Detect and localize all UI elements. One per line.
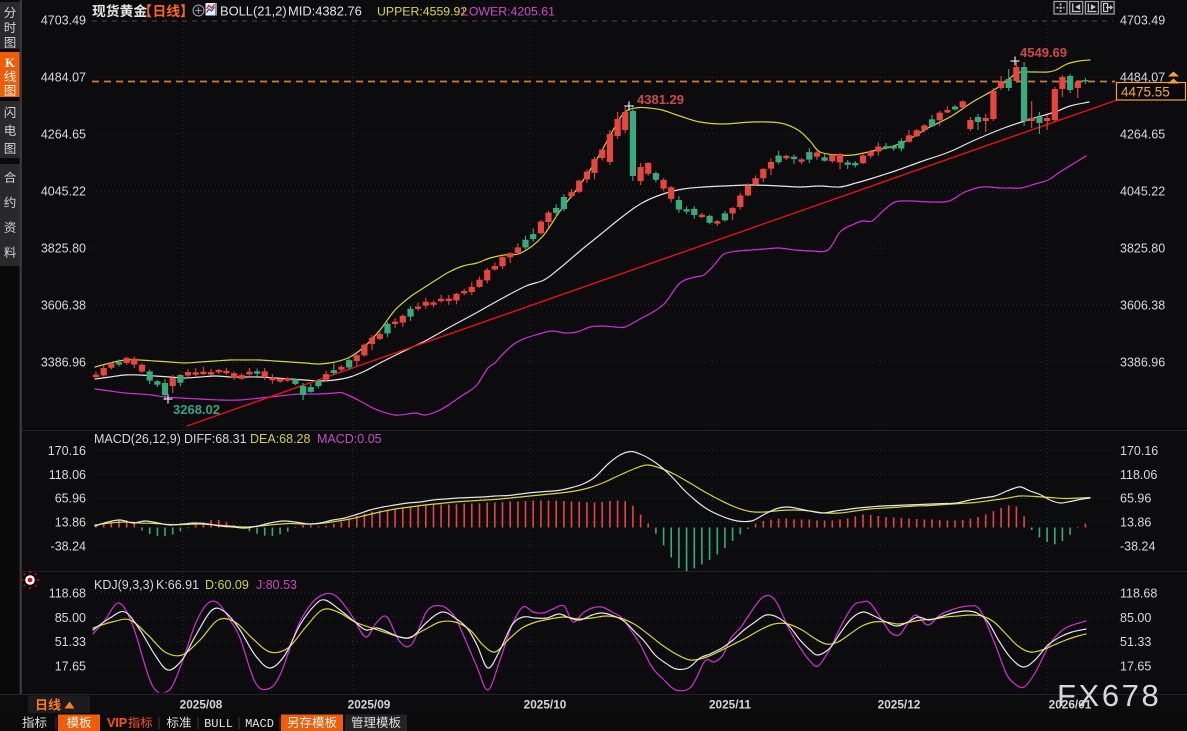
svg-text:FX678: FX678: [1057, 678, 1161, 713]
svg-text:2026/01: 2026/01: [1049, 698, 1092, 712]
svg-text:4703.49: 4703.49: [1120, 14, 1165, 28]
svg-text:2025/10: 2025/10: [524, 698, 567, 712]
svg-text:3606.38: 3606.38: [1120, 299, 1165, 313]
svg-text:J:80.53: J:80.53: [256, 578, 297, 592]
svg-text:3825.80: 3825.80: [41, 242, 86, 256]
svg-text:13.86: 13.86: [55, 516, 86, 530]
svg-text:17.65: 17.65: [55, 659, 86, 673]
svg-text:3386.96: 3386.96: [1120, 356, 1165, 370]
svg-text:17.65: 17.65: [1120, 659, 1151, 673]
svg-text:4484.07: 4484.07: [41, 71, 86, 85]
svg-text:118.68: 118.68: [49, 587, 86, 601]
svg-text:UPPER:4559.92: UPPER:4559.92: [377, 5, 467, 19]
svg-text:51.33: 51.33: [1120, 635, 1151, 649]
svg-text:-38.24: -38.24: [1120, 540, 1155, 554]
svg-text:170.16: 170.16: [48, 444, 86, 458]
svg-text:D:60.09: D:60.09: [205, 578, 249, 592]
svg-text:4549.69: 4549.69: [1020, 45, 1067, 60]
svg-text:4045.22: 4045.22: [41, 185, 86, 199]
svg-text:170.16: 170.16: [1120, 444, 1158, 458]
svg-text:BOLL(21,2): BOLL(21,2): [220, 4, 287, 19]
svg-text:4264.65: 4264.65: [1120, 128, 1165, 142]
svg-text:3386.96: 3386.96: [41, 356, 86, 370]
svg-text:MACD: MACD: [245, 717, 274, 731]
svg-text:2025/09: 2025/09: [348, 698, 391, 712]
svg-text:118.06: 118.06: [1120, 468, 1157, 482]
svg-text:3606.38: 3606.38: [41, 299, 86, 313]
svg-text:MACD(26,12,9): MACD(26,12,9): [94, 432, 181, 446]
svg-text:118.06: 118.06: [49, 468, 86, 482]
svg-text:65.96: 65.96: [55, 492, 86, 506]
svg-text:-38.24: -38.24: [51, 540, 86, 554]
svg-text:KDJ(9,3,3): KDJ(9,3,3): [94, 578, 154, 592]
svg-text:DIFF:68.31: DIFF:68.31: [184, 432, 247, 446]
svg-text:4484.07: 4484.07: [1120, 71, 1165, 85]
svg-text:3268.02: 3268.02: [173, 402, 220, 417]
svg-text:MID:4382.76: MID:4382.76: [288, 4, 362, 19]
svg-text:LOWER:4205.61: LOWER:4205.61: [462, 5, 555, 19]
svg-text:VIP: VIP: [107, 716, 127, 730]
svg-text:MACD:0.05: MACD:0.05: [317, 432, 382, 446]
svg-text:4381.29: 4381.29: [637, 92, 684, 107]
svg-text:65.96: 65.96: [1120, 492, 1151, 506]
svg-text:4703.49: 4703.49: [41, 14, 86, 28]
svg-text:4264.65: 4264.65: [41, 128, 86, 142]
svg-text:118.68: 118.68: [1120, 587, 1157, 601]
svg-text:4475.55: 4475.55: [1121, 85, 1170, 100]
svg-text:85.00: 85.00: [1120, 611, 1151, 625]
svg-text:2025/11: 2025/11: [709, 698, 751, 712]
svg-text:K: K: [5, 56, 15, 70]
svg-text:51.33: 51.33: [55, 635, 86, 649]
svg-text:DEA:68.28: DEA:68.28: [250, 432, 311, 446]
svg-text:4045.22: 4045.22: [1120, 185, 1165, 199]
svg-text:3825.80: 3825.80: [1120, 242, 1165, 256]
svg-text:2025/08: 2025/08: [180, 698, 223, 712]
svg-text:2025/12: 2025/12: [878, 698, 921, 712]
svg-text:85.00: 85.00: [55, 611, 86, 625]
svg-text:BULL: BULL: [204, 717, 233, 731]
svg-text:K:66.91: K:66.91: [156, 578, 199, 592]
svg-text:13.86: 13.86: [1120, 516, 1151, 530]
